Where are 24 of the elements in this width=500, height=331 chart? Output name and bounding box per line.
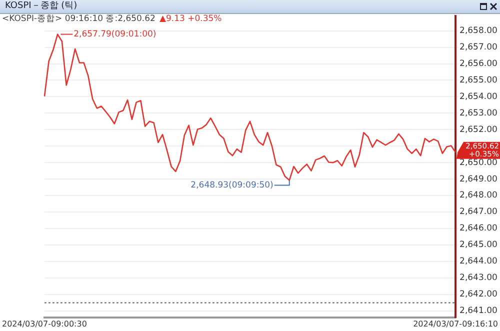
y-tick-label: 2,650.00: [460, 158, 498, 168]
y-tick-label: 2,655.00: [460, 75, 498, 86]
y-tick-label: 2,656.00: [460, 58, 498, 69]
x-tick-label: 2024/03/07-09:16:10: [413, 319, 498, 328]
annotation: ▲9.13 +0.35%: [159, 14, 222, 24]
y-tick-label: 2,648.00: [460, 190, 498, 201]
y-tick-label: 2,649.00: [460, 174, 498, 184]
y-tick-label: 2,652.00: [460, 124, 498, 135]
x-tick-label: 2024/03/07-09:00:30: [2, 319, 87, 328]
y-tick-label: 2,647.00: [460, 207, 498, 218]
y-tick-label: 2,654.00: [460, 92, 498, 102]
y-tick-label: 2,646.00: [460, 224, 498, 234]
annotation: 2,657.79(09:01:00): [74, 29, 156, 40]
y-tick-label: 2,657.00: [460, 42, 498, 52]
y-tick-label: 2,644.00: [460, 256, 498, 267]
y-tick-label: 2,645.00: [460, 240, 498, 250]
annotation: 2,648.93(09:09:50): [190, 180, 274, 190]
chart-subtitle: <KOSPI-종합> 09:16:10 종:2,650.62: [2, 14, 156, 24]
y-tick-label: 2,642.00: [460, 290, 498, 300]
y-tick-label: 2,653.00: [460, 108, 498, 118]
chart-title: KOSPI－종합 (틱): [5, 0, 78, 13]
y-tick-label: 2,658.00: [460, 26, 498, 36]
y-tick-label: 2,641.00: [460, 306, 498, 316]
y-tick-label: 2,643.00: [460, 273, 498, 284]
